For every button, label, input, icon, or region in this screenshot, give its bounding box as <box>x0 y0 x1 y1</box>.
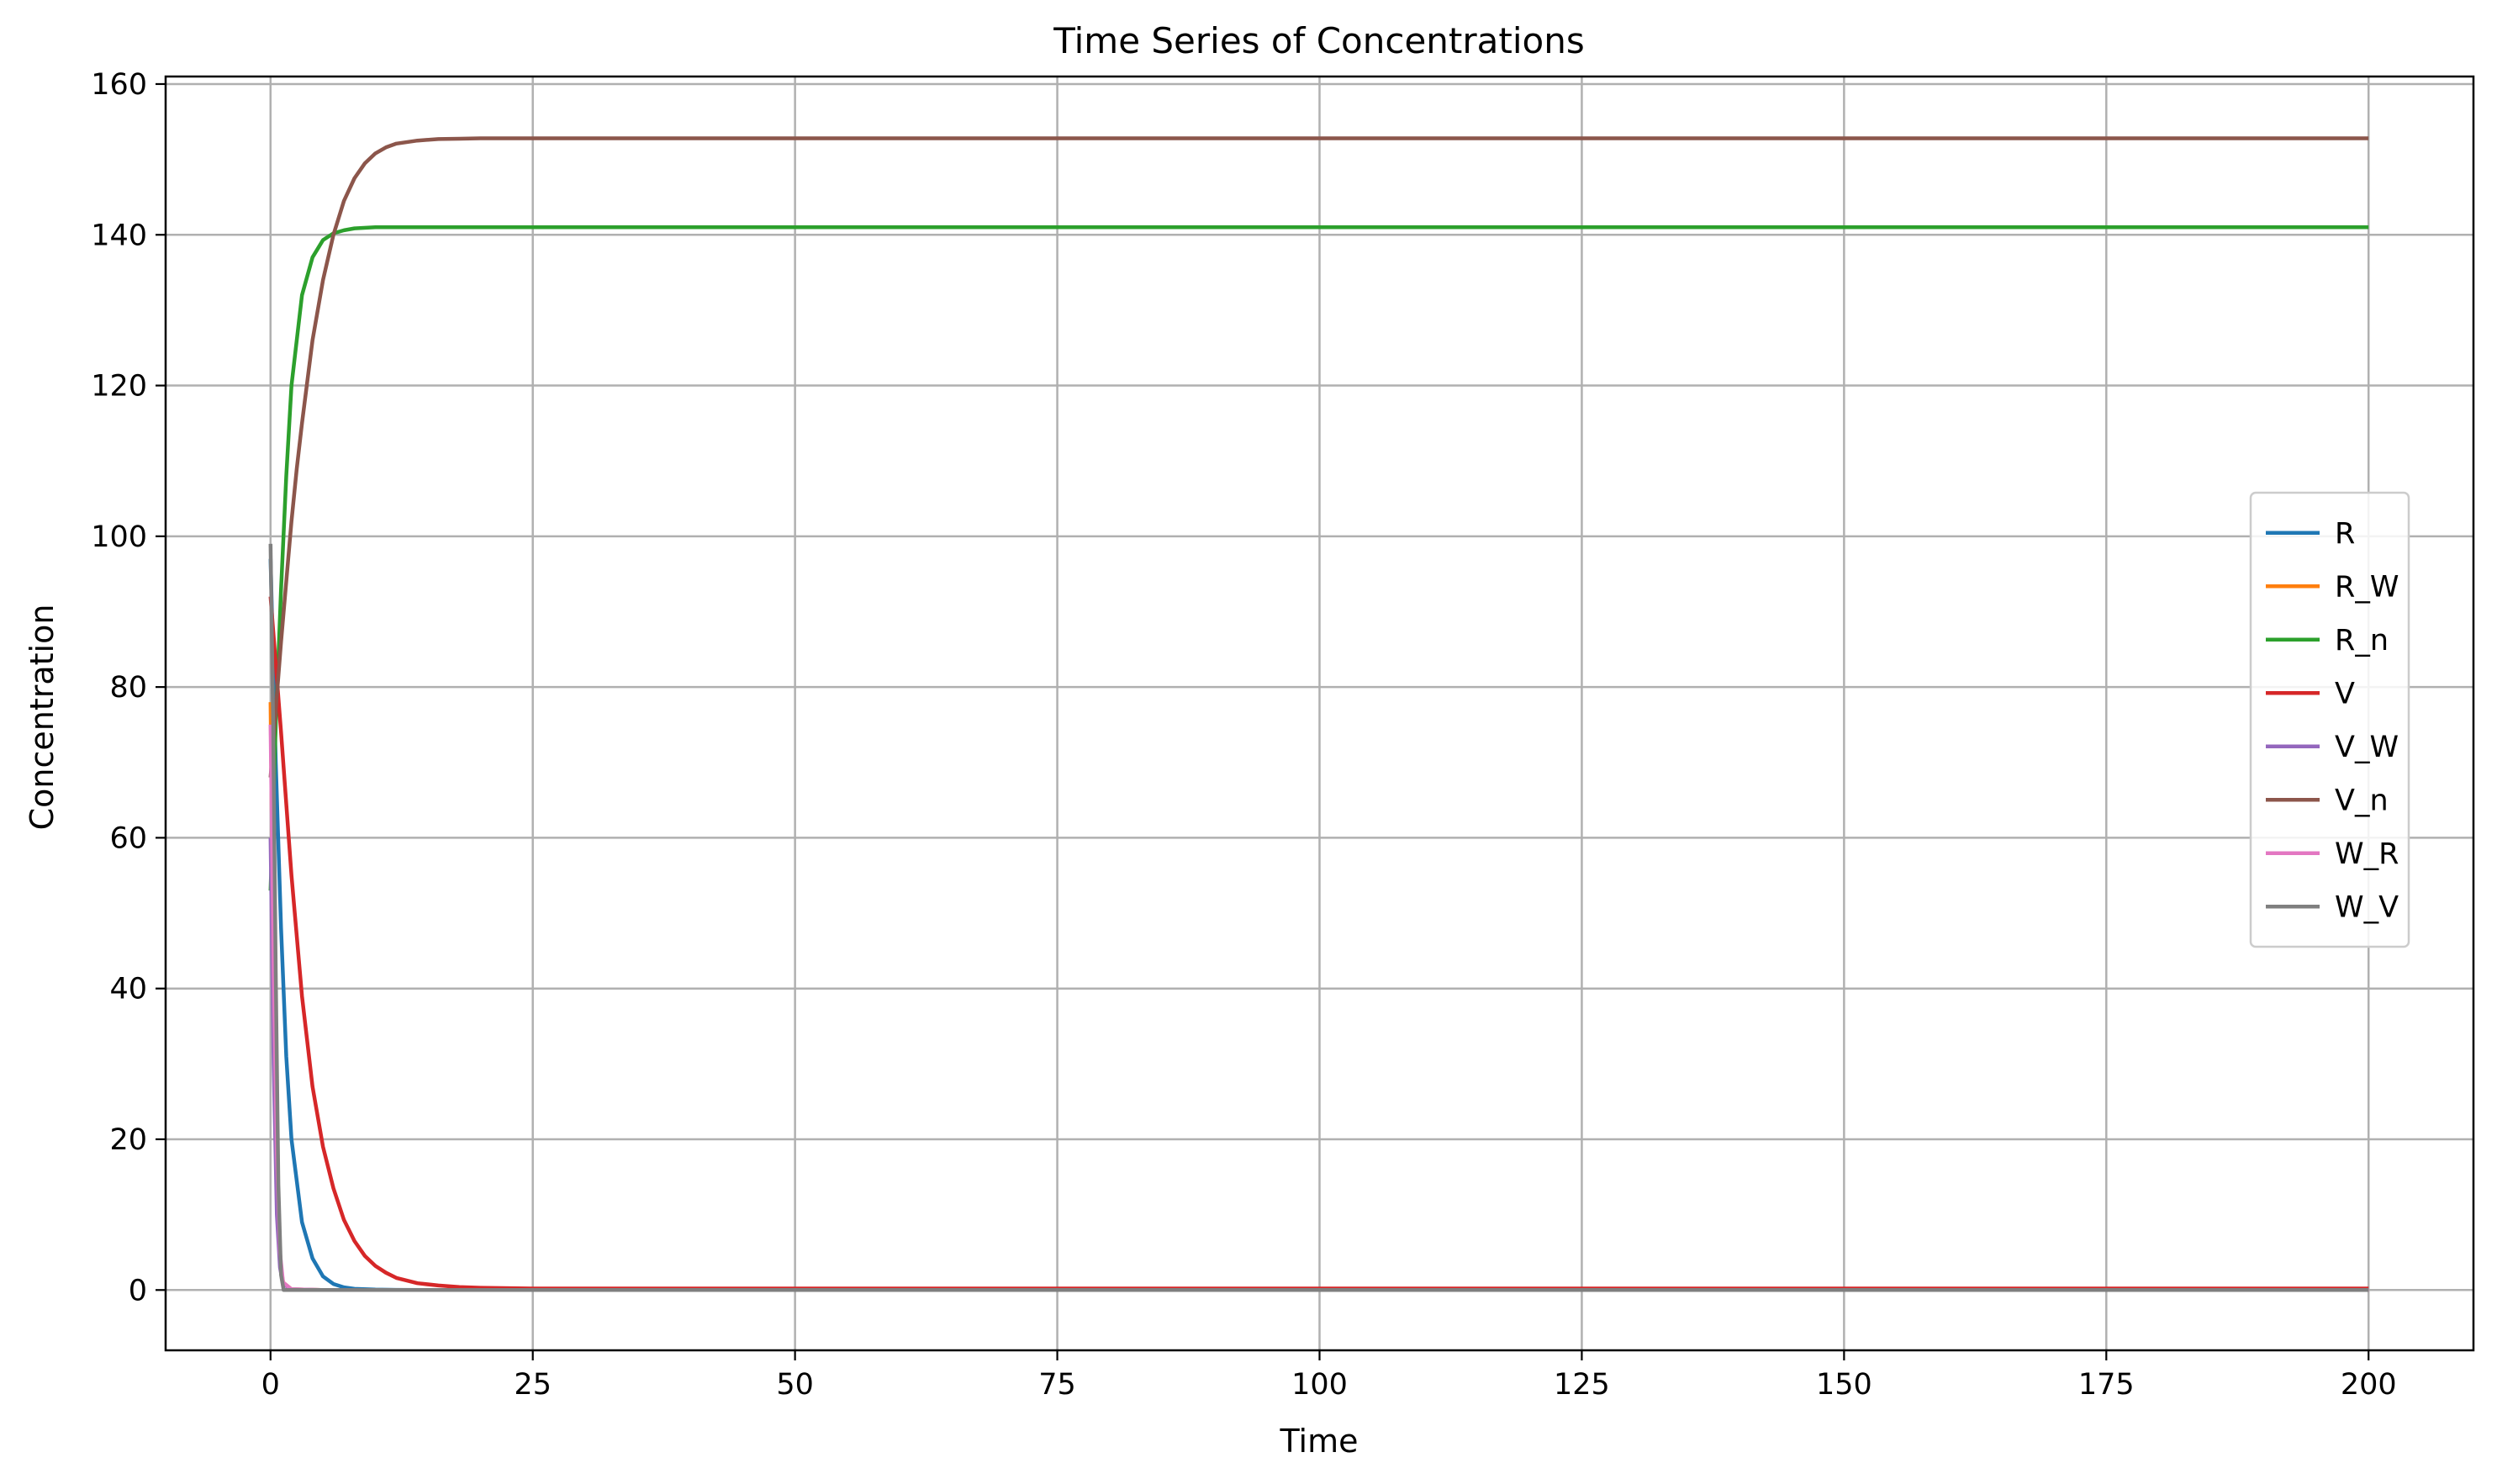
grid <box>166 77 2473 1350</box>
x-axis: 0 25 50 75 100 125 150 175 200 <box>261 1350 2397 1402</box>
y-axis: 0 20 40 60 80 100 120 140 160 <box>91 68 166 1307</box>
legend-label: R <box>2335 517 2355 551</box>
x-tick-label: 200 <box>2341 1368 2397 1402</box>
legend-label: V <box>2335 677 2355 710</box>
x-tick-label: 0 <box>261 1368 280 1402</box>
x-axis-label: Time <box>1280 1423 1359 1460</box>
y-tick-label: 60 <box>109 821 147 855</box>
y-tick-label: 20 <box>109 1123 147 1157</box>
x-tick-label: 100 <box>1291 1368 1348 1402</box>
y-tick-label: 120 <box>91 370 147 404</box>
x-tick-label: 50 <box>776 1368 814 1402</box>
x-tick-label: 75 <box>1038 1368 1076 1402</box>
legend-label: V_W <box>2335 731 2399 764</box>
y-tick-label: 0 <box>129 1274 147 1307</box>
legend-label: R_W <box>2335 570 2399 604</box>
x-tick-label: 175 <box>2078 1368 2135 1402</box>
x-tick-label: 125 <box>1554 1368 1610 1402</box>
legend-box <box>2249 491 2410 948</box>
series-layer <box>268 136 2369 1292</box>
y-axis-label: Concentration <box>24 605 61 831</box>
y-tick-label: 40 <box>109 973 147 1006</box>
series-line-r-n <box>268 225 2369 891</box>
x-tick-label: 25 <box>514 1368 552 1402</box>
chart-title: Time Series of Concentrations <box>1053 20 1584 61</box>
legend-label: R_n <box>2335 624 2389 658</box>
legend: R R_W R_n V V_W V_n W_R W_V <box>2249 491 2410 948</box>
legend-label: V_n <box>2335 784 2389 817</box>
legend-label: W_R <box>2335 837 2399 871</box>
y-tick-label: 100 <box>91 520 147 554</box>
legend-label: W_V <box>2335 890 2399 924</box>
series-line-w-v <box>268 543 2369 1292</box>
y-tick-label: 160 <box>91 68 147 102</box>
series-line-v-n <box>268 136 2369 778</box>
x-tick-label: 150 <box>1816 1368 1872 1402</box>
y-tick-label: 80 <box>109 671 147 705</box>
y-tick-label: 140 <box>91 219 147 252</box>
